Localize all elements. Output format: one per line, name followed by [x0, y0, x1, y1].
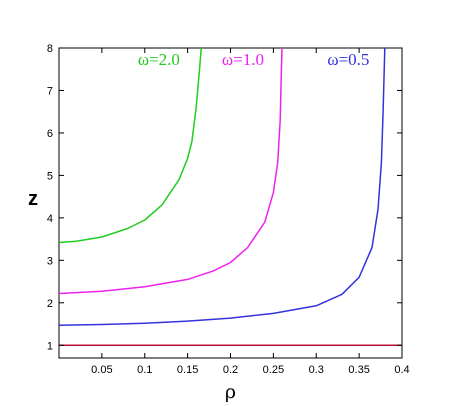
- y-tick-label: 2: [47, 298, 53, 310]
- x-tick-label: 0.3: [309, 364, 324, 376]
- x-tick-label: 0.35: [348, 364, 369, 376]
- plot-area: [58, 47, 403, 359]
- y-tick-label: 3: [47, 255, 53, 267]
- x-axis-label: ρ: [225, 381, 236, 403]
- y-tick-label: 8: [47, 43, 53, 55]
- x-tick-label: 0.1: [137, 364, 152, 376]
- y-tick-label: 1: [47, 340, 53, 352]
- series-label: ω=0.5: [327, 50, 369, 69]
- x-tick-label: 0.05: [91, 364, 112, 376]
- x-tick-label: 0.25: [263, 364, 284, 376]
- y-tick-label: 5: [47, 170, 53, 182]
- x-ticks: 0.05 0.1 0.15 0.2 0.25 0.3 0.35 0.4: [91, 48, 410, 376]
- y-ticks: 1 2 3 4 5 6 7 8: [47, 43, 402, 352]
- series-line: [58, 47, 386, 327]
- series-label: ω=2.0: [138, 50, 180, 69]
- y-tick-label: 6: [47, 128, 53, 140]
- y-axis-label: z: [28, 188, 38, 210]
- series-line: [58, 47, 283, 295]
- x-tick-label: 0.4: [394, 364, 409, 376]
- series-label: ω=1.0: [222, 50, 264, 69]
- y-tick-label: 4: [47, 213, 53, 225]
- series-layer: [58, 47, 402, 347]
- series-line: [58, 47, 203, 244]
- x-tick-label: 0.2: [223, 364, 238, 376]
- x-tick-label: 0.15: [177, 364, 198, 376]
- y-tick-label: 7: [47, 85, 53, 97]
- annotation-layer: ω=2.0 ω=1.0 ω=0.5: [138, 50, 370, 69]
